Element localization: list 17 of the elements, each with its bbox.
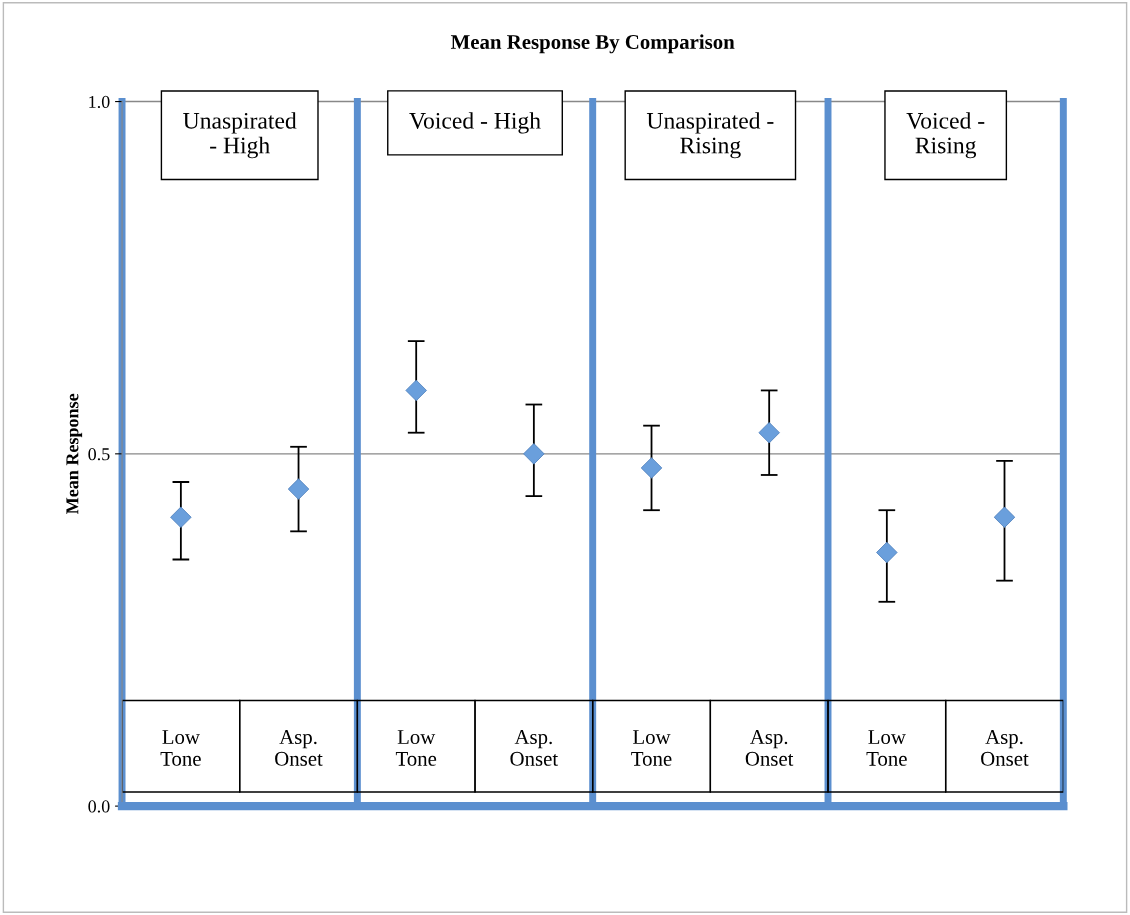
- x-tick-label: Asp. Onset: [981, 730, 1029, 766]
- x-tick-label: Low Tone: [631, 730, 672, 766]
- y-tick-label: 0.0: [88, 800, 110, 813]
- y-tick-label: 0.5: [88, 448, 110, 461]
- x-tick-label: Asp. Onset: [510, 730, 559, 766]
- x-tick-label: Asp. Onset: [745, 730, 794, 766]
- chart-title: Mean Response By Comparison: [450, 34, 735, 54]
- annotation: Voiced - Rising: [906, 112, 985, 159]
- y-tick-label: 1.0: [89, 95, 110, 109]
- x-tick-label: Low Tone: [160, 730, 201, 766]
- annotation: Voiced - High: [409, 112, 541, 134]
- x-tick-label: Low Tone: [866, 730, 907, 766]
- y-axis-title: Mean Response: [66, 393, 83, 514]
- x-tick-label: Asp. Onset: [275, 730, 323, 766]
- x-tick-label: Low Tone: [395, 730, 437, 766]
- annotation: Unaspirated - Rising: [646, 112, 774, 159]
- annotation: Unaspirated - High: [183, 112, 297, 159]
